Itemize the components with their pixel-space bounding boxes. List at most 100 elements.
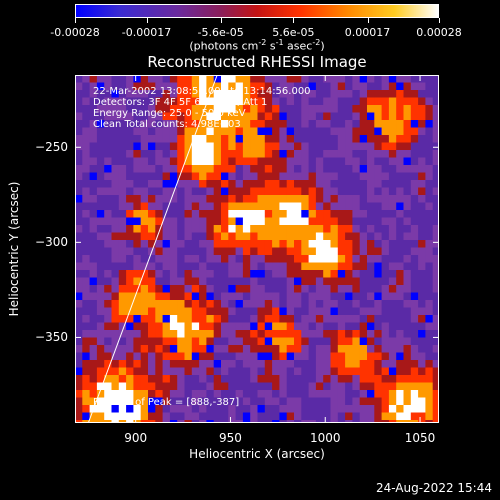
- heatmap-cell: [352, 135, 361, 143]
- heatmap-cell: [75, 412, 83, 421]
- heatmap-cell: [126, 142, 134, 151]
- heatmap-cell: [345, 270, 353, 278]
- heatmap-cell: [286, 240, 295, 248]
- x-tick-label: 1050: [404, 431, 436, 445]
- heatmap-cell: [111, 352, 120, 361]
- heatmap-cell: [242, 232, 251, 241]
- heatmap-cell: [315, 262, 324, 271]
- heatmap-cell: [410, 135, 419, 143]
- heatmap-cell: [111, 307, 120, 316]
- heatmap-cell: [418, 337, 426, 346]
- heatmap-cell: [89, 75, 98, 83]
- heatmap-cell: [199, 142, 207, 151]
- heatmap-cell: [264, 240, 273, 248]
- heatmap-cell: [118, 345, 127, 353]
- heatmap-cell: [432, 187, 439, 196]
- heatmap-cell: [294, 232, 302, 241]
- heatmap-cell: [221, 397, 229, 406]
- heatmap-cell: [199, 375, 207, 383]
- heatmap-cell: [104, 97, 112, 106]
- heatmap-cell: [352, 382, 361, 391]
- heatmap-cell: [352, 210, 361, 218]
- heatmap-cell: [118, 382, 127, 391]
- heatmap-cell: [184, 120, 193, 128]
- heatmap-cell: [359, 307, 368, 316]
- heatmap-cell: [294, 82, 302, 91]
- heatmap-cell: [359, 262, 368, 271]
- heatmap-cell: [367, 337, 375, 346]
- heatmap-cell: [133, 105, 142, 113]
- y-tick-label: −350: [35, 330, 68, 345]
- heatmap-cell: [286, 165, 295, 173]
- heatmap-cell: [221, 247, 229, 256]
- heatmap-cell: [221, 390, 229, 398]
- heatmap-cell: [294, 75, 302, 83]
- heatmap-cell: [279, 165, 288, 173]
- heatmap-cell: [323, 157, 331, 166]
- heatmap-cell: [315, 337, 324, 346]
- heatmap-cell: [337, 172, 346, 181]
- heatmap-cell: [388, 277, 397, 286]
- heatmap-cell: [96, 150, 105, 158]
- heatmap-cell: [221, 195, 229, 203]
- heatmap-cell: [75, 375, 83, 383]
- heatmap-cell: [191, 330, 200, 338]
- heatmap-cell: [133, 277, 142, 286]
- heatmap-cell: [155, 187, 163, 196]
- heatmap-cell: [126, 202, 134, 211]
- heatmap-cell: [301, 300, 309, 308]
- heatmap-cell: [352, 352, 361, 361]
- heatmap-cell: [96, 375, 105, 383]
- heatmap-cell: [199, 127, 207, 136]
- heatmap-cell: [388, 292, 397, 301]
- heatmap-cell: [279, 112, 288, 121]
- heatmap-cell: [213, 352, 222, 361]
- heatmap-cell: [235, 337, 244, 346]
- heatmap-cell: [133, 142, 142, 151]
- heatmap-cell: [272, 277, 280, 286]
- heatmap-cell: [82, 127, 90, 136]
- heatmap-cell: [388, 232, 397, 241]
- heatmap-cell: [213, 277, 222, 286]
- heatmap-cell: [184, 270, 193, 278]
- heatmap-cell: [432, 352, 439, 361]
- heatmap-cell: [206, 127, 215, 136]
- heatmap-cell: [242, 180, 251, 188]
- heatmap-cell: [308, 307, 317, 316]
- heatmap-cell: [148, 172, 156, 181]
- heatmap-cell: [345, 232, 353, 241]
- heatmap-cell: [425, 397, 434, 406]
- heatmap-cell: [75, 337, 83, 346]
- heatmap-cell: [352, 120, 361, 128]
- heatmap-cell: [359, 135, 368, 143]
- heatmap-cell: [250, 202, 258, 211]
- heatmap-cell: [89, 375, 98, 383]
- heatmap-cell: [403, 202, 412, 211]
- heatmap-cell: [294, 187, 302, 196]
- heatmap-cell: [374, 375, 382, 383]
- heatmap-cell: [272, 225, 280, 233]
- heatmap-cell: [337, 322, 346, 331]
- heatmap-cell: [111, 105, 120, 113]
- heatmap-cell: [308, 240, 317, 248]
- heatmap-cell: [140, 405, 149, 413]
- heatmap-cell: [169, 420, 178, 423]
- heatmap-cell: [177, 255, 185, 263]
- heatmap-cell: [140, 90, 149, 98]
- heatmap-cell: [199, 390, 207, 398]
- heatmap-cell: [315, 90, 324, 98]
- heatmap-cell: [96, 360, 105, 368]
- heatmap-cell: [345, 420, 353, 423]
- heatmap-cell: [96, 82, 105, 91]
- heatmap-cell: [315, 375, 324, 383]
- heatmap-cell: [242, 127, 251, 136]
- heatmap-cell: [140, 292, 149, 301]
- heatmap-cell: [323, 165, 331, 173]
- heatmap-cell: [272, 165, 280, 173]
- heatmap-cell: [177, 285, 185, 293]
- heatmap-cell: [162, 405, 171, 413]
- heatmap-cell: [96, 345, 105, 353]
- heatmap-cell: [118, 165, 127, 173]
- heatmap-cell: [126, 135, 134, 143]
- heatmap-cell: [367, 240, 375, 248]
